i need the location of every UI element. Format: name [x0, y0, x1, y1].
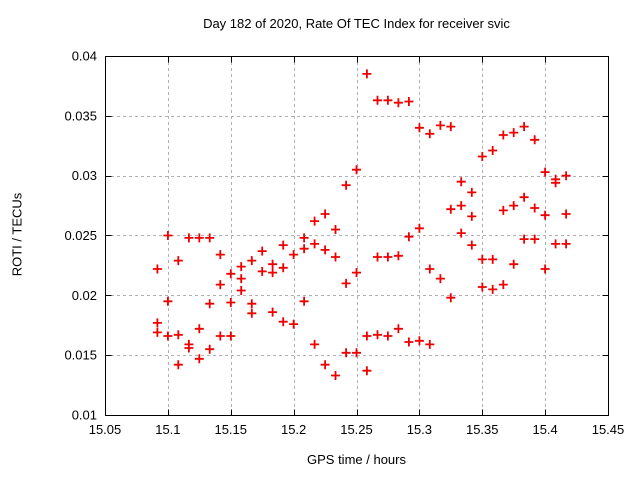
svg-text:15.25: 15.25	[340, 422, 373, 437]
svg-text:0.02: 0.02	[72, 288, 97, 303]
grid-lines	[105, 56, 608, 415]
svg-text:15.45: 15.45	[592, 422, 625, 437]
svg-text:15.35: 15.35	[466, 422, 499, 437]
data-points	[152, 69, 571, 380]
svg-text:0.01: 0.01	[72, 408, 97, 423]
svg-text:0.03: 0.03	[72, 168, 97, 183]
svg-text:15.1: 15.1	[155, 422, 180, 437]
plus-marker-path	[152, 69, 571, 380]
y-tick-labels: 0.01 0.015 0.02 0.025 0.03 0.035 0.04	[64, 49, 97, 423]
svg-text:15.05: 15.05	[89, 422, 122, 437]
svg-text:0.025: 0.025	[64, 228, 97, 243]
svg-text:0.04: 0.04	[72, 49, 97, 64]
svg-text:15.4: 15.4	[532, 422, 557, 437]
svg-text:0.015: 0.015	[64, 348, 97, 363]
svg-text:15.3: 15.3	[407, 422, 432, 437]
svg-text:15.15: 15.15	[214, 422, 247, 437]
svg-text:15.2: 15.2	[281, 422, 306, 437]
axes-border	[105, 56, 609, 416]
svg-text:0.035: 0.035	[64, 108, 97, 123]
x-tick-labels: 15.05 15.1 15.15 15.2 15.25 15.3 15.35 15.4 15.4…	[89, 422, 625, 437]
x-axis-label: GPS time / hours	[307, 452, 406, 467]
chart-title: Day 182 of 2020, Rate Of TEC Index for r…	[203, 16, 510, 31]
